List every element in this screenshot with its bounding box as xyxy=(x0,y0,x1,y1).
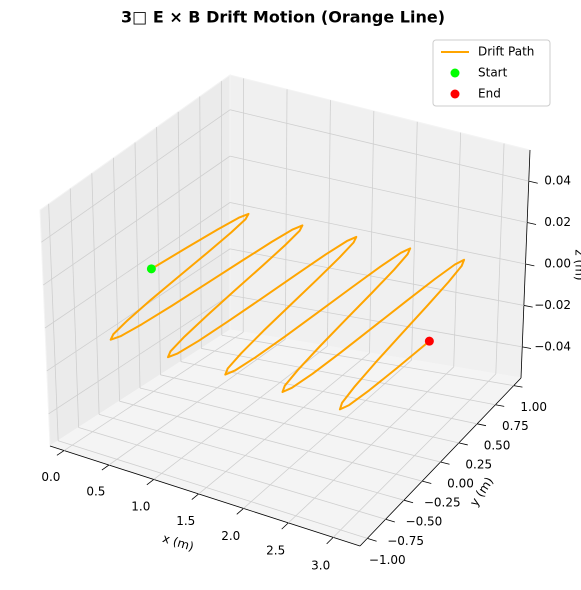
grid-line xyxy=(78,427,386,520)
x-tick xyxy=(281,522,289,530)
x-tick-label: 2.5 xyxy=(266,544,285,558)
z-tick xyxy=(522,346,532,349)
point xyxy=(146,264,156,274)
x-tick-label: 3.0 xyxy=(311,558,330,572)
y-tick xyxy=(458,442,468,446)
grid-line xyxy=(229,294,523,348)
z-tick-label: 0.02 xyxy=(544,215,571,229)
y-tick-label: 0.75 xyxy=(502,419,529,433)
grid-line xyxy=(41,109,231,243)
x-tick-label: 2.0 xyxy=(221,529,240,543)
axis-line xyxy=(49,445,361,547)
y-tick-label: 0.25 xyxy=(465,457,492,471)
x-tick xyxy=(191,493,199,500)
grid-line xyxy=(160,374,459,444)
x-tick-label: 0.0 xyxy=(41,470,60,484)
grid-line xyxy=(48,294,231,415)
grid-line xyxy=(229,109,529,182)
z-tick xyxy=(523,305,533,308)
legend: Drift Path Start End xyxy=(432,39,551,107)
legend-label: Start xyxy=(478,66,508,80)
z-axis-label: z (m) xyxy=(573,249,581,280)
grid-line xyxy=(201,348,496,406)
x-tick-label: 1.0 xyxy=(131,499,150,513)
grid-line xyxy=(229,155,528,223)
x-tick-label: 0.5 xyxy=(86,485,105,499)
y-tick xyxy=(513,385,523,388)
point xyxy=(424,336,434,346)
z-tick-label: 0.04 xyxy=(544,174,571,188)
legend-label: End xyxy=(478,87,501,101)
y-tick xyxy=(385,518,395,523)
y-tick xyxy=(367,537,377,542)
y-tick-label: 1.00 xyxy=(520,400,547,414)
z-tick-label: 0.00 xyxy=(544,257,571,271)
grid-line xyxy=(42,155,231,286)
z-tick xyxy=(525,263,535,267)
y-tick-label: −1.00 xyxy=(369,553,406,567)
y-tick-label: −0.75 xyxy=(387,534,424,548)
x-tick-label: 1.5 xyxy=(176,514,195,528)
chart-title: 3□ E × B Drift Motion (Orange Line) xyxy=(121,8,445,27)
y-tick xyxy=(403,499,414,504)
y-tick-label: 0.00 xyxy=(447,477,474,491)
grid-line xyxy=(229,202,526,265)
y-tick xyxy=(477,423,487,427)
y-tick xyxy=(440,461,450,465)
legend-label: Drift Path xyxy=(478,45,534,59)
grid-line xyxy=(44,202,231,329)
z-tick-label: −0.02 xyxy=(534,298,571,312)
z-tick-label: −0.04 xyxy=(534,339,571,353)
y-tick xyxy=(495,404,505,407)
y-tick-label: 0.50 xyxy=(484,438,511,452)
legend-swatch xyxy=(450,68,460,78)
x-axis-label: x (m) xyxy=(161,531,196,554)
legend-swatch xyxy=(450,89,460,99)
y-tick-label: −0.50 xyxy=(406,515,443,529)
x-tick xyxy=(236,508,244,515)
z-tick xyxy=(528,180,538,184)
z-tick xyxy=(527,222,537,225)
grid-line xyxy=(229,248,524,306)
legend-box xyxy=(432,39,551,107)
grid-line xyxy=(58,440,368,539)
drift-path xyxy=(109,212,466,411)
grid-line xyxy=(98,413,405,501)
y-tick xyxy=(422,480,432,484)
x-tick xyxy=(146,479,155,486)
grid-line xyxy=(221,334,514,387)
x-tick xyxy=(326,537,334,545)
grid-line xyxy=(119,400,423,482)
grid-line xyxy=(139,387,441,463)
y-tick-label: −0.25 xyxy=(424,496,461,510)
x-tick xyxy=(101,464,110,471)
x-tick xyxy=(56,450,65,456)
